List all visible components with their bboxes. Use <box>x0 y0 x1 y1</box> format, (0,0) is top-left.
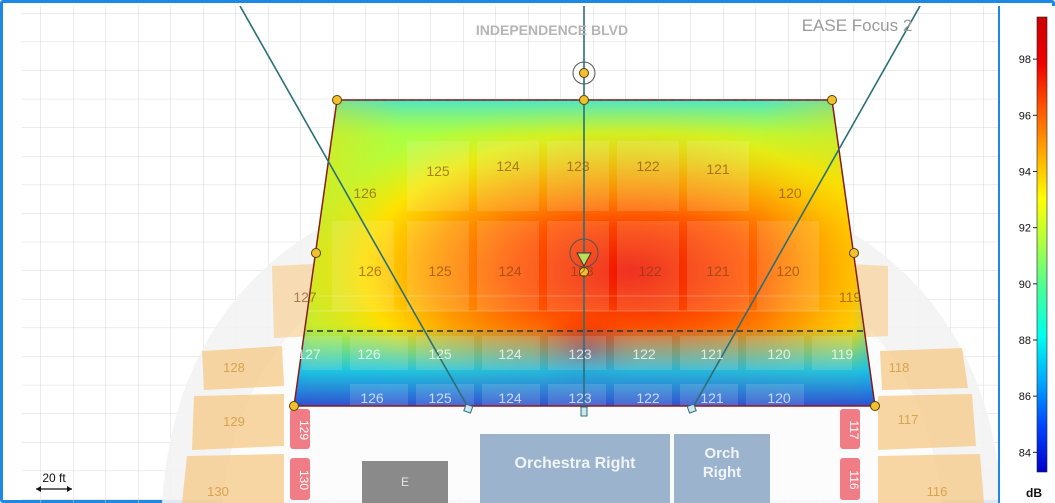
row-label: 126 <box>358 263 382 279</box>
section-label: 118 <box>889 360 910 375</box>
small-block-label: E <box>401 475 409 489</box>
section-label: 130 <box>297 470 311 490</box>
section-label: 117 <box>898 412 919 427</box>
row-label: 124 <box>498 390 522 406</box>
row-label: 124 <box>498 346 522 362</box>
row-label: 123 <box>566 158 590 174</box>
color-scale-tick-label: 84 <box>1019 447 1031 459</box>
row-labels-mid: 127 126 125 124 123 122 121 120 119 <box>293 263 861 305</box>
street-label: INDEPENDENCE BLVD <box>476 22 628 38</box>
section-label: 130 <box>207 484 229 499</box>
color-scale-tick-label: 92 <box>1019 223 1031 235</box>
corner-handle[interactable] <box>289 401 299 411</box>
row-label: 120 <box>767 390 791 406</box>
row-label: 121 <box>700 390 724 406</box>
corner-handle[interactable] <box>332 95 342 105</box>
row-label: 122 <box>638 263 662 279</box>
row-label: 127 <box>297 346 321 362</box>
section-orch-right-label-2: Right <box>703 464 741 481</box>
row-label: 126 <box>353 185 377 201</box>
color-scale-tick-label: 88 <box>1019 335 1031 347</box>
ray-end-handle[interactable] <box>463 403 474 414</box>
scale-indicator: 20 ft <box>36 471 72 492</box>
row-label: 122 <box>636 158 660 174</box>
speaker-position-ring[interactable] <box>572 61 596 85</box>
color-scale-bar <box>1036 16 1048 473</box>
row-labels-front: 126 125 124 123 122 121 120 <box>360 390 791 406</box>
row-label: 122 <box>636 390 660 406</box>
row-label: 126 <box>360 390 384 406</box>
scale-label: 20 ft <box>42 471 66 485</box>
side-labels-left: 128 129 130 <box>207 360 245 499</box>
row-label: 123 <box>568 390 592 406</box>
color-scale-tick-label: 90 <box>1019 279 1031 291</box>
section-orchestra-right[interactable] <box>480 434 670 503</box>
row-labels-lower: 127 126 125 124 123 122 121 120 119 <box>297 346 853 362</box>
coverage-map-canvas[interactable]: INDEPENDENCE BLVD EASE Focus 2 126 125 1… <box>22 6 998 503</box>
ray-end-handle[interactable] <box>686 403 697 414</box>
section-orch-right[interactable] <box>674 434 770 503</box>
section-label: 116 <box>927 484 948 499</box>
row-label: 123 <box>568 346 592 362</box>
section-label: 128 <box>223 360 245 375</box>
corner-handle[interactable] <box>827 95 837 105</box>
aim-arrow-icon[interactable] <box>576 252 592 268</box>
row-label: 122 <box>632 346 656 362</box>
color-scale-tick-label: 96 <box>1019 110 1031 122</box>
vertical-labels: 129 130 117 116 <box>297 420 861 490</box>
row-label: 125 <box>428 346 452 362</box>
color-scale-unit: dB <box>1026 486 1042 500</box>
color-scale-panel: 98 96 94 92 90 88 86 84 dB <box>998 6 1055 503</box>
row-label: 127 <box>293 289 317 305</box>
row-label: 123 <box>570 263 594 279</box>
row-label: 125 <box>428 263 452 279</box>
side-labels-right: 118 117 116 <box>889 360 948 499</box>
color-scale-tick-label: 86 <box>1019 391 1031 403</box>
speaker-aim-handle[interactable] <box>579 68 589 78</box>
row-label: 119 <box>831 346 854 362</box>
edge-handle[interactable] <box>579 95 589 105</box>
corner-handle[interactable] <box>870 401 880 411</box>
row-label: 120 <box>767 346 791 362</box>
section-label: 129 <box>297 420 311 440</box>
coverage-map[interactable]: INDEPENDENCE BLVD EASE Focus 2 126 125 1… <box>22 6 998 503</box>
ray-end-handle[interactable] <box>580 406 588 417</box>
color-scale-tick-label: 94 <box>1019 166 1031 178</box>
row-label: 124 <box>496 158 520 174</box>
row-label: 121 <box>706 161 730 177</box>
row-label: 120 <box>776 263 800 279</box>
row-label: 125 <box>426 163 450 179</box>
row-label: 121 <box>706 263 730 279</box>
row-label: 124 <box>498 263 522 279</box>
color-scale-tick-label: 98 <box>1019 54 1031 66</box>
side-seating-left <box>182 264 316 503</box>
small-dark-block <box>362 461 448 503</box>
edge-handle[interactable] <box>849 248 859 258</box>
row-labels-upper: 126 125 124 123 122 121 120 <box>353 158 802 201</box>
section-label: 116 <box>847 470 861 489</box>
section-label: 129 <box>223 414 245 429</box>
color-scale: 98 96 94 92 90 88 86 84 dB <box>1019 16 1048 500</box>
edit-handles[interactable] <box>289 61 880 417</box>
row-label: 126 <box>357 346 381 362</box>
row-label: 121 <box>700 346 724 362</box>
section-orch-right-label-1: Orch <box>704 445 739 462</box>
section-label: 117 <box>847 420 861 439</box>
section-orchestra-right-label: Orchestra Right <box>515 455 637 472</box>
row-label: 119 <box>839 289 862 305</box>
row-label: 125 <box>428 390 452 406</box>
edge-handle[interactable] <box>311 248 321 258</box>
row-label: 120 <box>778 185 802 201</box>
app-title: EASE Focus 2 <box>802 16 913 35</box>
